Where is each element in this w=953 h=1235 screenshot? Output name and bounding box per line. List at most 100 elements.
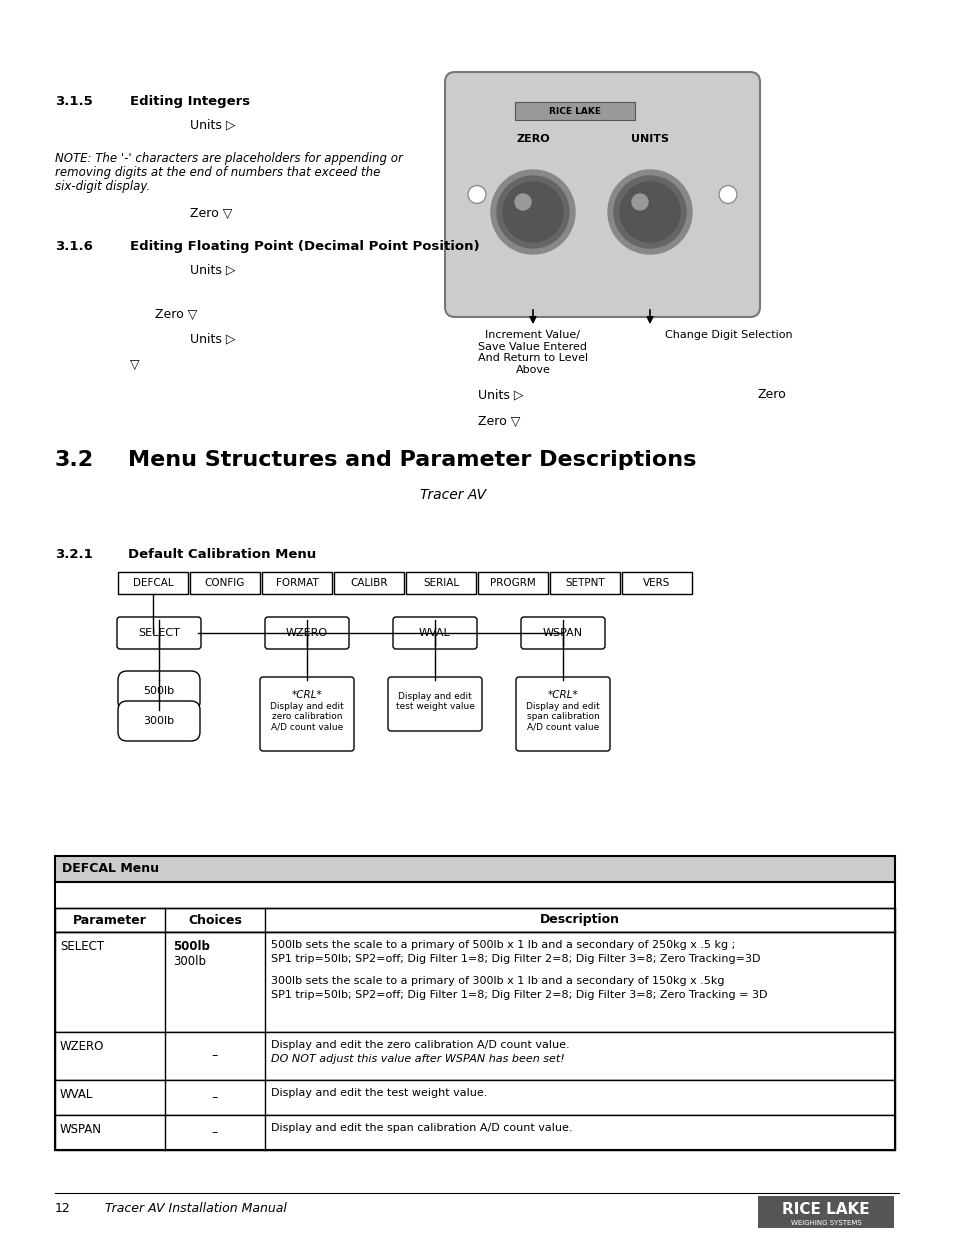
Text: 500lb: 500lb [143,685,174,697]
Text: 3.1.5: 3.1.5 [55,95,92,107]
Circle shape [468,185,485,204]
Bar [118,572,188,594]
Text: Units ▷: Units ▷ [190,332,235,345]
Text: –: – [212,1050,218,1062]
Circle shape [491,170,575,254]
Text: 500lb: 500lb [172,940,210,953]
FancyBboxPatch shape [118,701,200,741]
Bar [55,856,894,882]
Text: Zero ▽: Zero ▽ [190,207,233,220]
Bar [621,572,691,594]
Text: 12: 12 [55,1202,71,1215]
Bar [55,932,894,1032]
Text: Choices: Choices [188,914,242,926]
Text: Zero ▽: Zero ▽ [154,308,197,321]
FancyBboxPatch shape [117,618,201,650]
Circle shape [515,194,531,210]
Text: Tracer AV: Tracer AV [419,488,486,501]
Circle shape [619,182,679,242]
Circle shape [502,182,562,242]
Text: Display and edit the test weight value.: Display and edit the test weight value. [271,1088,487,1098]
Text: WZERO: WZERO [286,629,328,638]
Text: WSPAN: WSPAN [60,1123,102,1136]
Bar [55,908,894,932]
Bar [758,1195,893,1228]
Circle shape [719,185,737,204]
Text: Editing Floating Point (Decimal Point Position): Editing Floating Point (Decimal Point Po… [130,240,479,253]
Text: CONFIG: CONFIG [205,578,245,588]
Text: Units ▷: Units ▷ [477,388,523,401]
Bar [55,1115,894,1150]
Text: DEFCAL: DEFCAL [132,578,173,588]
Text: WVAL: WVAL [418,629,451,638]
Text: 500lb sets the scale to a primary of 500lb x 1 lb and a secondary of 250kg x .5 : 500lb sets the scale to a primary of 500… [271,940,735,950]
Bar [334,572,403,594]
FancyBboxPatch shape [393,618,476,650]
Text: Display and edit
test weight value: Display and edit test weight value [395,692,474,711]
FancyBboxPatch shape [265,618,349,650]
Text: ZERO: ZERO [516,135,549,144]
Text: Editing Integers: Editing Integers [130,95,250,107]
Text: Display and edit the span calibration A/D count value.: Display and edit the span calibration A/… [271,1123,572,1132]
FancyBboxPatch shape [388,677,481,731]
FancyBboxPatch shape [118,671,200,711]
Text: SELECT: SELECT [138,629,180,638]
Text: Zero ▽: Zero ▽ [477,415,519,429]
Text: 3.2: 3.2 [55,450,94,471]
Bar [550,572,619,594]
Circle shape [614,177,685,248]
Text: 300lb: 300lb [172,955,206,968]
Text: *CRL*: *CRL* [292,690,322,700]
Circle shape [497,177,568,248]
Circle shape [631,194,647,210]
Bar [190,572,260,594]
Bar [477,572,547,594]
Text: Units ▷: Units ▷ [190,263,235,275]
Text: SERIAL: SERIAL [422,578,458,588]
Text: 3.2.1: 3.2.1 [55,548,92,561]
Text: 300lb: 300lb [143,716,174,726]
Text: WVAL: WVAL [60,1088,93,1100]
Text: SP1 trip=50lb; SP2=off; Dig Filter 1=8; Dig Filter 2=8; Dig Filter 3=8; Zero Tra: SP1 trip=50lb; SP2=off; Dig Filter 1=8; … [271,953,760,965]
Text: –: – [212,1091,218,1104]
Text: PROGRM: PROGRM [490,578,536,588]
Text: Units ▷: Units ▷ [190,119,235,131]
Text: FORMAT: FORMAT [275,578,318,588]
Text: removing digits at the end of numbers that exceed the: removing digits at the end of numbers th… [55,165,380,179]
Bar [406,572,476,594]
Text: Display and edit the zero calibration A/D count value.: Display and edit the zero calibration A/… [271,1040,569,1050]
Bar [55,1079,894,1115]
Text: 300lb sets the scale to a primary of 300lb x 1 lb and a secondary of 150kg x .5k: 300lb sets the scale to a primary of 300… [271,976,723,986]
Text: RICE LAKE: RICE LAKE [781,1203,869,1218]
Text: Zero: Zero [758,388,786,401]
Text: NOTE: The '-' characters are placeholders for appending or: NOTE: The '-' characters are placeholder… [55,152,402,165]
Text: Display and edit
span calibration
A/D count value: Display and edit span calibration A/D co… [525,701,599,732]
Text: WZERO: WZERO [60,1040,104,1053]
Text: Display and edit
zero calibration
A/D count value: Display and edit zero calibration A/D co… [270,701,343,732]
Text: Increment Value/
Save Value Entered
And Return to Level
Above: Increment Value/ Save Value Entered And … [477,330,587,374]
Text: *CRL*: *CRL* [547,690,578,700]
FancyBboxPatch shape [444,72,760,317]
Text: DO NOT adjust this value after WSPAN has been set!: DO NOT adjust this value after WSPAN has… [271,1053,564,1065]
Text: six-digit display.: six-digit display. [55,180,150,193]
Text: 3.1.6: 3.1.6 [55,240,92,253]
Text: Menu Structures and Parameter Descriptions: Menu Structures and Parameter Descriptio… [128,450,696,471]
FancyBboxPatch shape [516,677,609,751]
Bar [515,103,635,120]
FancyBboxPatch shape [520,618,604,650]
Text: RICE LAKE: RICE LAKE [548,106,600,116]
Text: SETPNT: SETPNT [564,578,604,588]
Text: UNITS: UNITS [630,135,668,144]
Text: WEIGHING SYSTEMS: WEIGHING SYSTEMS [790,1220,861,1226]
Text: VERS: VERS [642,578,670,588]
Text: Default Calibration Menu: Default Calibration Menu [128,548,315,561]
Text: SELECT: SELECT [60,940,104,953]
Text: ▽: ▽ [130,358,139,370]
Text: –: – [212,1126,218,1139]
Text: CALIBR: CALIBR [350,578,387,588]
Text: DEFCAL Menu: DEFCAL Menu [62,862,159,876]
Text: Tracer AV Installation Manual: Tracer AV Installation Manual [105,1202,287,1215]
Bar [262,572,332,594]
Bar [55,1032,894,1079]
FancyBboxPatch shape [260,677,354,751]
